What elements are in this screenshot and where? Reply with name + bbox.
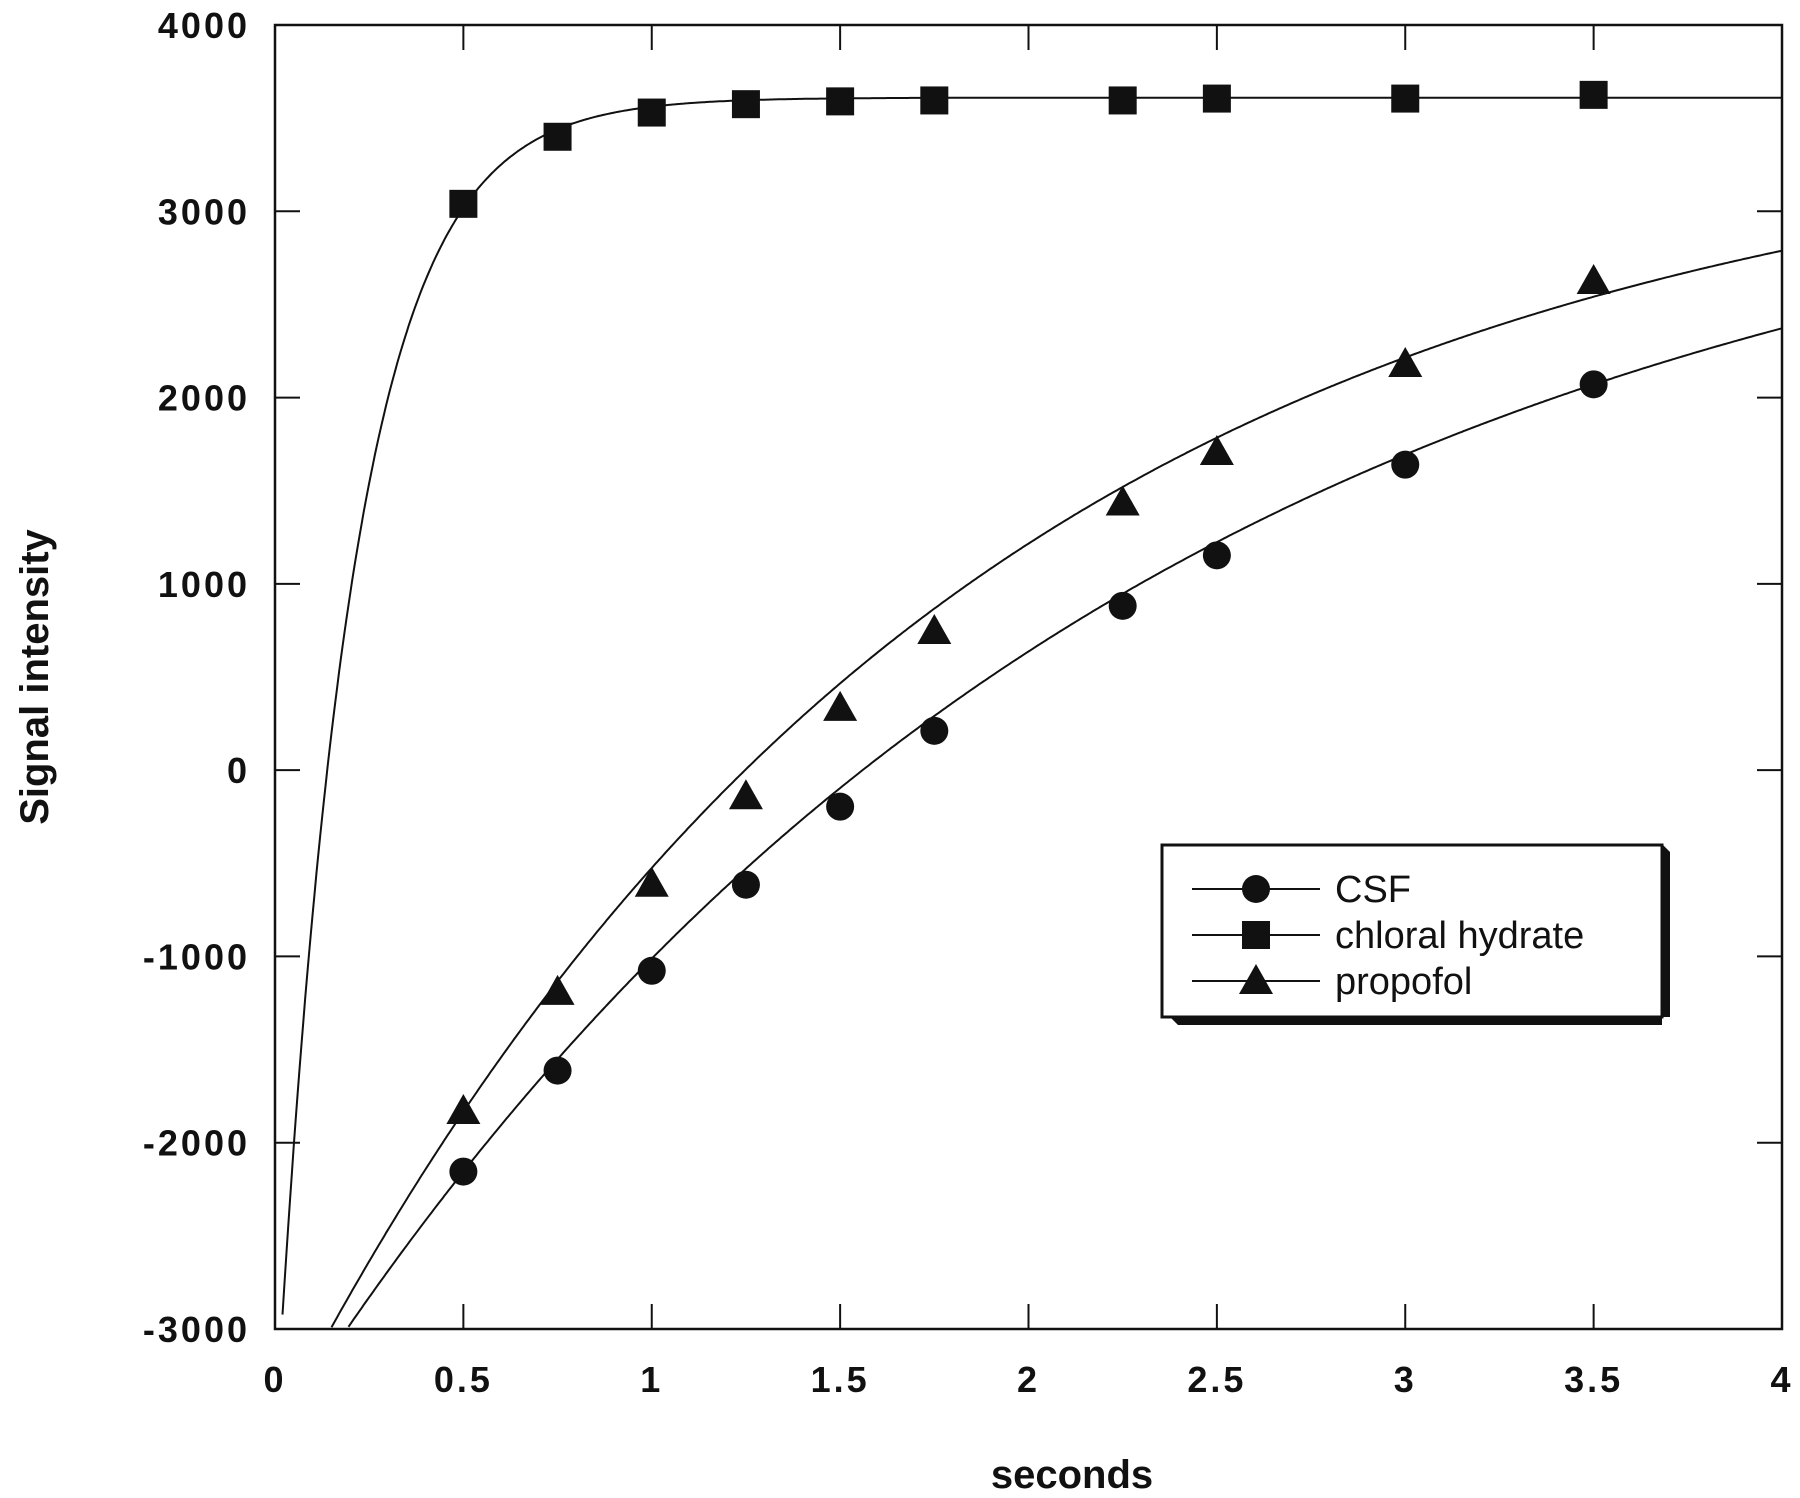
point-propofol: [540, 974, 575, 1005]
x-tick-label: 0: [263, 1359, 286, 1400]
y-tick-label: 1000: [158, 564, 250, 605]
legend-entry: propofol: [1192, 961, 1472, 1003]
point-propofol: [1388, 347, 1423, 378]
legend-entry: CSF: [1192, 869, 1411, 911]
x-tick-label: 3.5: [1564, 1359, 1623, 1400]
point-CSF: [543, 1056, 572, 1085]
point-chloral-hydrate: [637, 98, 666, 127]
legend-entry: chloral hydrate: [1192, 915, 1584, 957]
y-tick-label: -2000: [143, 1123, 250, 1164]
point-propofol: [634, 866, 669, 897]
y-tick-label: 0: [227, 750, 250, 791]
data-markers: [446, 80, 1611, 1186]
point-propofol: [728, 779, 763, 810]
point-CSF: [731, 870, 760, 899]
y-tick-label: 2000: [158, 378, 250, 419]
fit-curve-propofol: [330, 249, 1783, 1328]
point-CSF: [449, 1157, 478, 1186]
x-tick-label: 1: [640, 1359, 663, 1400]
point-CSF: [920, 716, 949, 745]
x-tick-label: 3: [1394, 1359, 1417, 1400]
point-CSF: [1202, 541, 1231, 570]
fit-curves: [281, 96, 1783, 1328]
point-chloral-hydrate: [826, 87, 855, 116]
point-CSF: [1579, 370, 1608, 399]
point-chloral-hydrate: [1579, 80, 1608, 109]
point-chloral-hydrate: [1202, 84, 1231, 113]
legend-label: propofol: [1335, 961, 1472, 1003]
x-tick-label: 1.5: [811, 1359, 870, 1400]
legend-marker-square: [1242, 921, 1270, 949]
point-CSF: [1391, 450, 1420, 479]
point-chloral-hydrate: [543, 122, 572, 151]
point-chloral-hydrate: [731, 90, 760, 119]
x-tick-label: 2.5: [1187, 1359, 1246, 1400]
fit-curve-CSF: [347, 327, 1783, 1328]
y-axis-title: Signal intensity: [13, 528, 57, 824]
point-propofol: [1105, 485, 1140, 516]
x-tick-label: 4: [1770, 1359, 1793, 1400]
y-tick-label: 3000: [158, 191, 250, 232]
point-propofol: [1199, 434, 1234, 465]
point-CSF: [1108, 591, 1137, 620]
y-tick-label: 4000: [158, 5, 250, 46]
legend-label: chloral hydrate: [1335, 915, 1584, 957]
legend-marker-triangle: [1239, 964, 1273, 994]
point-chloral-hydrate: [449, 189, 478, 218]
legend-marker-circle: [1242, 875, 1270, 903]
y-tick-label: -3000: [143, 1309, 250, 1350]
axis-ticks: 0 0.5 1 1.5 2 2.5 3 3.5 4 -3000 -2000 -1000 0 1000 200…: [143, 5, 1793, 1400]
point-propofol: [1576, 263, 1611, 294]
point-chloral-hydrate: [920, 86, 949, 115]
x-tick-label: 2: [1017, 1359, 1040, 1400]
point-propofol: [823, 690, 858, 721]
point-propofol: [446, 1094, 481, 1125]
point-CSF: [826, 792, 855, 821]
point-propofol: [917, 613, 952, 644]
point-chloral-hydrate: [1108, 86, 1137, 115]
x-axis-title: seconds: [991, 1453, 1153, 1497]
point-CSF: [637, 956, 666, 985]
point-chloral-hydrate: [1391, 84, 1420, 113]
plot-frame: [273, 23, 1784, 1331]
fit-curve-chloral-hydrate: [281, 96, 1782, 1315]
legend-label: CSF: [1335, 869, 1411, 911]
y-tick-label: -1000: [143, 936, 250, 977]
x-tick-label: 0.5: [434, 1359, 493, 1400]
